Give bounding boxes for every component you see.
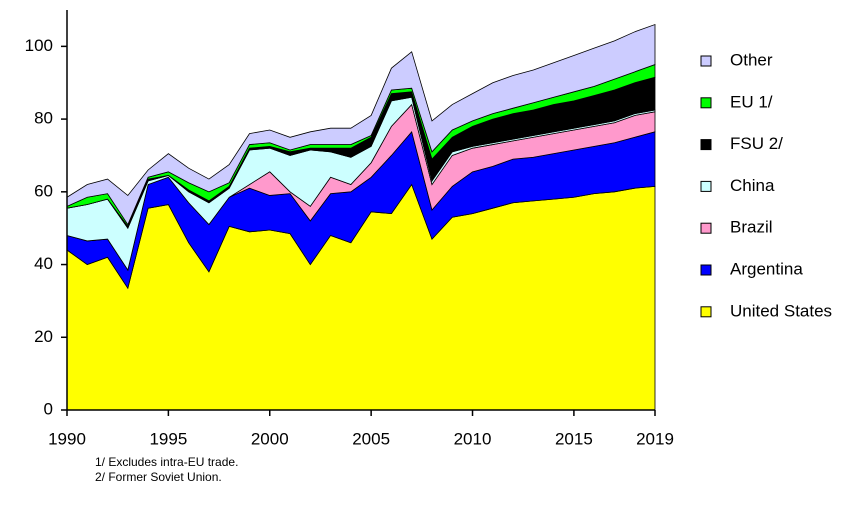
legend-label: Argentina xyxy=(730,259,803,278)
x-tick-label: 2019 xyxy=(636,429,674,448)
legend-label: United States xyxy=(730,301,832,320)
x-tick-label: 2015 xyxy=(555,429,593,448)
legend-swatch xyxy=(700,55,712,67)
footnote: 2/ Former Soviet Union. xyxy=(95,470,222,484)
legend-swatch xyxy=(700,264,712,276)
x-tick-label: 2010 xyxy=(454,429,492,448)
legend-swatch xyxy=(700,139,712,151)
y-tick-label: 100 xyxy=(25,36,53,55)
y-tick-label: 40 xyxy=(34,254,53,273)
y-tick-label: 20 xyxy=(34,327,53,346)
y-tick-label: 80 xyxy=(34,109,53,128)
x-tick-label: 2000 xyxy=(251,429,289,448)
y-tick-label: 60 xyxy=(34,181,53,200)
x-tick-label: 1990 xyxy=(48,429,86,448)
legend-swatch xyxy=(700,306,712,318)
legend-label: Other xyxy=(730,50,773,69)
legend-swatch xyxy=(700,180,712,192)
y-tick-label: 0 xyxy=(44,399,53,418)
x-tick-label: 2005 xyxy=(352,429,390,448)
footnote: 1/ Excludes intra-EU trade. xyxy=(95,455,238,469)
legend-label: Brazil xyxy=(730,218,773,237)
legend-label: FSU 2/ xyxy=(730,134,783,153)
x-tick-label: 1995 xyxy=(149,429,187,448)
legend-label: China xyxy=(730,176,775,195)
legend-swatch xyxy=(700,222,712,234)
legend-label: EU 1/ xyxy=(730,92,773,111)
legend-swatch xyxy=(700,97,712,109)
area xyxy=(66,23,656,226)
